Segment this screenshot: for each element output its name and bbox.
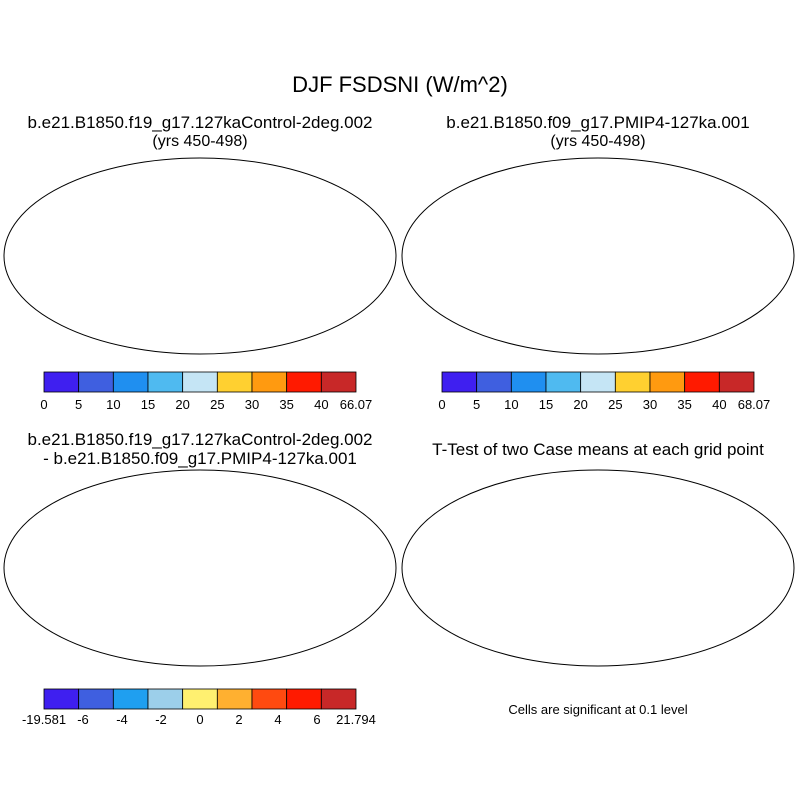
- colorbar-tick-label: -19.581: [21, 712, 67, 727]
- colorbar-swatch: [545, 371, 582, 393]
- colorbar-tick-label: 35: [279, 397, 294, 412]
- panel1-title-line2: (yrs 450-498): [152, 133, 248, 150]
- colorbar-tick-label: 5: [473, 397, 481, 412]
- panel3-title: b.e21.B1850.f19_g17.127kaControl-2deg.00…: [27, 430, 372, 468]
- colorbar-swatch: [320, 371, 357, 393]
- colorbar-swatch: [320, 688, 357, 710]
- colorbar-swatch: [649, 371, 686, 393]
- colorbar-tick-label: 6: [313, 712, 321, 727]
- panel2-map: [401, 157, 795, 355]
- colorbar-swatch: [147, 688, 184, 710]
- panel2-title-line1: b.e21.B1850.f09_g17.PMIP4-127ka.001: [446, 113, 750, 132]
- colorbar-swatch: [510, 371, 547, 393]
- panel4-map: [401, 469, 795, 667]
- colorbar-tick-label: 30: [642, 397, 658, 412]
- colorbar-swatch: [78, 688, 114, 710]
- colorbar-tick-label: 15: [140, 397, 156, 412]
- panel3-map: [3, 469, 397, 667]
- panel2-title-line2: (yrs 450-498): [550, 133, 646, 150]
- colorbar-swatch: [441, 371, 478, 393]
- colorbar-swatch: [216, 688, 253, 710]
- colorbar-swatch: [112, 688, 149, 710]
- colorbar-swatch: [476, 371, 512, 393]
- colorbar-tick-label: 10: [504, 397, 519, 412]
- colorbar-tick-label: 0: [196, 712, 204, 727]
- colorbar-swatch: [251, 371, 288, 393]
- panel1-map: [3, 157, 397, 355]
- colorbar-tick-label: 4: [274, 712, 282, 727]
- colorbar-tick-label: 20: [175, 397, 190, 412]
- colorbar-swatch: [251, 688, 288, 710]
- colorbar-tick-label: 0: [40, 397, 48, 412]
- colorbar-swatch: [112, 371, 149, 393]
- panel3-title-line1: b.e21.B1850.f19_g17.127kaControl-2deg.00…: [27, 430, 373, 449]
- panel2-title: b.e21.B1850.f09_g17.PMIP4-127ka.001 (yrs…: [446, 113, 749, 151]
- colorbar-swatch: [216, 371, 253, 393]
- colorbar-tick-label: 5: [75, 397, 83, 412]
- colorbar-swatch: [78, 371, 114, 393]
- colorbar-swatch: [684, 371, 720, 393]
- panel3-colorbar: [43, 688, 357, 710]
- colorbar-swatch: [718, 371, 755, 393]
- colorbar-tick-label: 10: [106, 397, 121, 412]
- panel2-colorbar: [441, 371, 755, 393]
- colorbar-swatch: [182, 371, 218, 393]
- colorbar-tick-label: -2: [155, 712, 167, 727]
- colorbar-tick-label: 68.07: [737, 397, 771, 412]
- colorbar-swatch: [182, 688, 218, 710]
- colorbar-swatch: [286, 371, 322, 393]
- colorbar-swatch: [286, 688, 322, 710]
- colorbar-tick-label: 20: [573, 397, 588, 412]
- panel1-title-line1: b.e21.B1850.f19_g17.127kaControl-2deg.00…: [27, 113, 373, 132]
- colorbar-tick-label: -6: [77, 712, 89, 727]
- figure-title: DJF FSDSNI (W/m^2): [292, 72, 508, 97]
- colorbar-tick-label: -4: [116, 712, 128, 727]
- significance-note: Cells are significant at 0.1 level: [508, 702, 688, 717]
- colorbar-swatch: [580, 371, 616, 393]
- colorbar-tick-label: 0: [438, 397, 446, 412]
- panel3-title-line2: - b.e21.B1850.f09_g17.PMIP4-127ka.001: [43, 449, 357, 468]
- colorbar-swatch: [147, 371, 184, 393]
- panel1-title: b.e21.B1850.f19_g17.127kaControl-2deg.00…: [27, 113, 372, 151]
- colorbar-tick-label: 40: [712, 397, 727, 412]
- colorbar-tick-label: 25: [608, 397, 623, 412]
- colorbar-tick-label: 30: [244, 397, 260, 412]
- colorbar-swatch: [43, 688, 80, 710]
- panel1-colorbar: [43, 371, 357, 393]
- colorbar-swatch: [43, 371, 80, 393]
- colorbar-tick-label: 35: [677, 397, 692, 412]
- colorbar-tick-label: 2: [235, 712, 243, 727]
- colorbar-tick-label: 25: [210, 397, 225, 412]
- panel4-title: T-Test of two Case means at each grid po…: [432, 440, 764, 459]
- colorbar-tick-label: 66.07: [339, 397, 373, 412]
- colorbar-tick-label: 21.794: [336, 712, 376, 727]
- colorbar-swatch: [614, 371, 651, 393]
- colorbar-tick-label: 15: [538, 397, 554, 412]
- colorbar-tick-label: 40: [314, 397, 329, 412]
